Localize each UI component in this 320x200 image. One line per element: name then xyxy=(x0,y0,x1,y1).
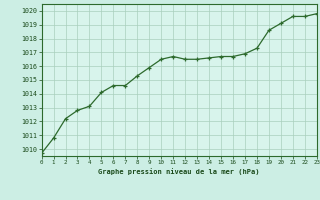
X-axis label: Graphe pression niveau de la mer (hPa): Graphe pression niveau de la mer (hPa) xyxy=(99,168,260,175)
